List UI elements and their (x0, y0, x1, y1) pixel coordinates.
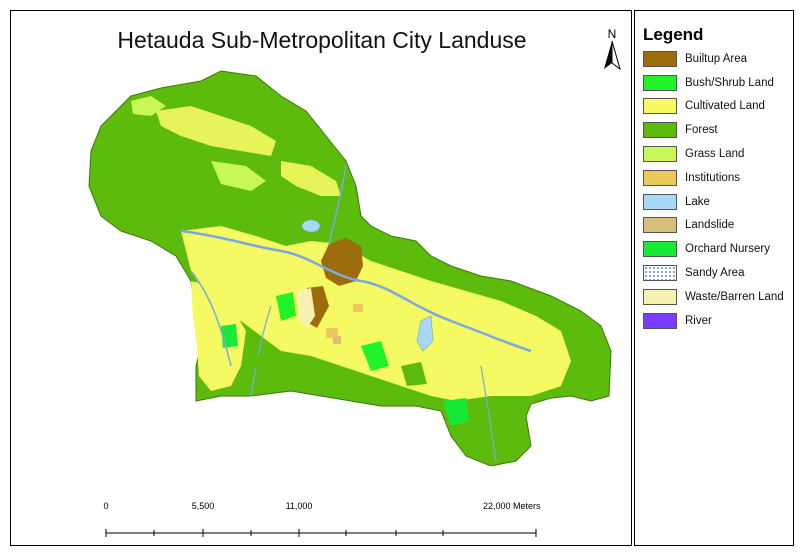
scale-bar: 0 5,500 11,000 22,000 Meters (101, 501, 551, 543)
legend-label: Bush/Shrub Land (685, 76, 774, 89)
legend-panel: Legend Builtup Area Bush/Shrub Land Cultiv… (634, 10, 794, 546)
bush-shrub-patch-2 (361, 341, 389, 371)
north-arrow: N (599, 27, 625, 76)
legend-swatch (643, 169, 677, 186)
north-label: N (607, 27, 617, 41)
legend-label: Landslide (685, 219, 735, 232)
orchard-patch-2 (221, 324, 238, 348)
river-west (190, 270, 232, 367)
legend-item: Lake (643, 190, 784, 214)
legend-label: Builtup Area (685, 52, 748, 65)
legend-item: Orchard Nursery (643, 237, 784, 261)
legend-swatch (643, 312, 677, 329)
legend-label: Waste/Barren Land (685, 290, 784, 303)
legend-item: Grass Land (643, 142, 784, 166)
scale-label-0: 0 (103, 501, 109, 511)
scale-label-22000: 22,000 Meters (483, 501, 541, 511)
scale-label-11000: 11,000 (285, 501, 313, 511)
landslide-patch (333, 336, 341, 344)
legend-item: River (643, 309, 784, 333)
lake-north (301, 219, 321, 233)
legend-item: Builtup Area (643, 47, 784, 71)
legend-label: Cultivated Land (685, 100, 765, 113)
map-frame: Hetauda Sub-Metropolitan City Landuse N (10, 10, 632, 546)
legend-item: Bush/Shrub Land (643, 71, 784, 95)
landuse-map (88, 70, 612, 466)
legend-item: Landslide (643, 214, 784, 238)
legend-swatch (643, 50, 677, 67)
institution-patch (326, 328, 338, 338)
river-main (180, 229, 532, 353)
legend-item: Cultivated Land (643, 95, 784, 119)
scale-label-5500: 5,500 (191, 501, 215, 511)
north-arrow-icon (604, 40, 621, 71)
scale-bar-line (105, 529, 537, 537)
legend-swatch (643, 288, 677, 305)
legend-swatch (643, 265, 677, 282)
legend-label: River (685, 314, 712, 327)
legend-label: Grass Land (685, 148, 745, 161)
builtup-area (321, 238, 363, 286)
legend-swatch (643, 146, 677, 163)
legend-item: Forest (643, 118, 784, 142)
legend-list: Builtup Area Bush/Shrub Land Cultivated La… (643, 47, 784, 333)
lake-east (416, 315, 434, 352)
legend-swatch (643, 241, 677, 258)
map-title: Hetauda Sub-Metropolitan City Landuse (117, 27, 527, 53)
cultivated-land-central (181, 226, 571, 401)
legend-swatch (643, 74, 677, 91)
grass-land-patch (211, 161, 266, 191)
legend-label: Forest (685, 124, 718, 137)
legend-label: Institutions (685, 171, 740, 184)
cultivated-land-north (156, 106, 276, 156)
waste-barren-land (297, 288, 315, 328)
river-north (328, 165, 347, 245)
legend-item: Sandy Area (643, 261, 784, 285)
institution-patch-2 (353, 304, 363, 312)
legend-label: Sandy Area (685, 267, 745, 280)
legend-swatch (643, 193, 677, 210)
cultivated-land-north-east (281, 161, 341, 196)
orchard-patch (443, 398, 469, 426)
legend-title: Legend (643, 25, 704, 44)
legend-swatch (643, 217, 677, 234)
legend-swatch (643, 98, 677, 115)
legend-item: Waste/Barren Land (643, 285, 784, 309)
river-south (480, 365, 497, 462)
legend-swatch (643, 122, 677, 139)
forest-patch-2 (401, 362, 427, 386)
legend-label: Lake (685, 195, 710, 208)
cultivated-land-west (191, 281, 246, 391)
grass-land-patch-2 (131, 96, 166, 116)
river-sw (250, 305, 272, 397)
legend-item: Institutions (643, 166, 784, 190)
legend-label: Orchard Nursery (685, 243, 770, 256)
forest-patch (251, 354, 281, 381)
bush-shrub-patch (276, 292, 296, 321)
